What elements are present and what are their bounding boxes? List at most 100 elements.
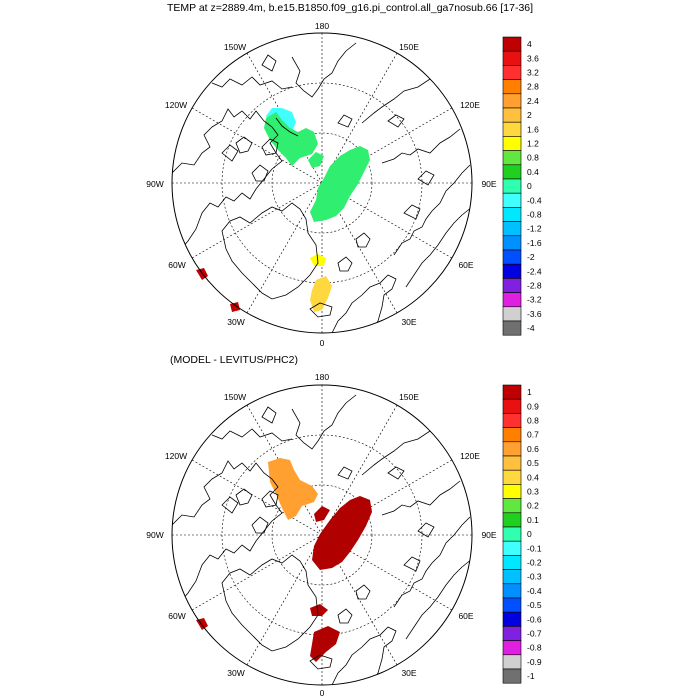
top-colorbar-swatch <box>502 93 522 109</box>
bottom-colorbar-label: -0.7 <box>527 629 542 639</box>
bottom-lon-60w: 60W <box>168 611 185 621</box>
top-colorbar-swatch <box>502 278 522 293</box>
top-colorbar-label: -2 <box>527 252 535 262</box>
bottom-lon-30e: 30E <box>401 668 416 678</box>
bottom-colorbar-label: -0.3 <box>527 572 542 582</box>
top-field-greenland-sea <box>310 276 332 312</box>
bottom-colorbar-label: 0.6 <box>527 444 539 454</box>
top-colorbar-label: -3.2 <box>527 295 542 305</box>
bottom-colorbar-swatch <box>502 569 522 585</box>
top-colorbar-label: -4 <box>527 323 535 333</box>
bottom-colorbar-label: 0.4 <box>527 472 539 482</box>
bottom-colorbar-label: -1 <box>527 671 535 681</box>
bottom-colorbar-swatch <box>502 640 522 656</box>
bottom-lon-120e: 120E <box>460 451 480 461</box>
bottom-lon-0: 0 <box>320 688 325 698</box>
bottom-colorbar-label: 0.9 <box>527 401 539 411</box>
bottom-colorbar-swatch <box>502 597 522 613</box>
top-colorbar-label: -2.8 <box>527 281 542 291</box>
bottom-lon-90w: 90W <box>146 530 163 540</box>
top-colorbar-swatch <box>502 36 522 52</box>
bottom-colorbar-swatch <box>502 455 522 471</box>
bottom-colorbar-swatch <box>502 654 522 670</box>
bottom-colorbar-swatch <box>502 498 522 514</box>
top-colorbar-label: -0.4 <box>527 195 542 205</box>
top-colorbar-label: -0.8 <box>527 210 542 220</box>
bottom-field-eurasian-basin <box>312 496 372 570</box>
top-colorbar-swatch <box>502 249 522 265</box>
top-lon-30w: 30W <box>227 317 244 327</box>
bottom-field-small-red <box>314 506 330 522</box>
bottom-colorbar-swatch <box>502 583 522 599</box>
bottom-colorbar-swatch <box>502 512 522 528</box>
top-colorbar-label: 4 <box>527 39 532 49</box>
bottom-colorbar-label: 0.5 <box>527 458 539 468</box>
bottom-colorbar-label: -0.4 <box>527 586 542 596</box>
top-colorbar-label: 1.6 <box>527 124 539 134</box>
top-map: 180 150E 120E 90E 60E 30E 0 30W 60W 90W … <box>146 21 542 348</box>
top-lon-30e: 30E <box>401 317 416 327</box>
bottom-lon-180: 180 <box>315 372 329 382</box>
top-lon-90w: 90W <box>146 179 163 189</box>
top-colorbar-label: 2.4 <box>527 96 539 106</box>
bottom-map: 180 150E 120E 90E 60E 30E 0 30W 60W 90W … <box>146 372 542 698</box>
top-colorbar-swatch <box>502 292 522 308</box>
bottom-lon-150e: 150E <box>399 392 419 402</box>
top-colorbar-swatch <box>502 192 522 208</box>
bottom-colorbar-swatch <box>502 526 522 542</box>
bottom-colorbar-label: 0.2 <box>527 501 539 511</box>
bottom-colorbar-label: -0.2 <box>527 558 542 568</box>
top-colorbar-label: 2.8 <box>527 82 539 92</box>
bottom-colorbar-label: -0.8 <box>527 643 542 653</box>
top-lon-60w: 60W <box>168 260 185 270</box>
top-colorbar-swatch <box>502 320 522 336</box>
top-colorbar-swatch <box>502 79 522 95</box>
top-map-border <box>171 32 473 334</box>
top-colorbar-swatch <box>502 65 522 80</box>
bottom-colorbar-label: 0.3 <box>527 487 539 497</box>
top-colorbar-swatch <box>502 150 522 166</box>
top-lon-60e: 60E <box>458 260 473 270</box>
top-colorbar-swatch <box>502 50 522 66</box>
bottom-field-canada-basin <box>268 458 318 520</box>
bottom-colorbar-label: 0.1 <box>527 515 539 525</box>
top-lon-150w: 150W <box>224 42 246 52</box>
top-colorbar-swatch <box>502 178 522 194</box>
bottom-colorbar-label: 0 <box>527 529 532 539</box>
top-lon-90e: 90E <box>481 179 496 189</box>
top-colorbar-swatch <box>502 107 522 123</box>
bottom-colorbar-swatch <box>502 611 522 627</box>
top-colorbar-label: 3.6 <box>527 53 539 63</box>
bottom-colorbar-label: -0.9 <box>527 657 542 667</box>
top-colorbar-swatch <box>502 221 522 237</box>
top-field-small-green <box>308 152 324 168</box>
top-colorbar-swatch <box>502 121 522 137</box>
bottom-lon-30w: 30W <box>227 668 244 678</box>
bottom-lon-90e: 90E <box>481 530 496 540</box>
bottom-colorbar-swatch <box>502 384 522 400</box>
bottom-field-fram-strait <box>310 604 328 616</box>
top-colorbar-label: 1.2 <box>527 139 539 149</box>
top-colorbar-swatch <box>502 164 522 180</box>
top-colorbar-swatch <box>502 235 522 251</box>
bottom-lon-60e: 60E <box>458 611 473 621</box>
top-lon-180: 180 <box>315 21 329 31</box>
top-colorbar-label: -1.6 <box>527 238 542 248</box>
bottom-colorbar-label: 0.8 <box>527 416 539 426</box>
bottom-colorbar-label: 1 <box>527 387 532 397</box>
bottom-colorbar-swatch <box>502 626 522 641</box>
bottom-lon-120w: 120W <box>165 451 187 461</box>
top-lon-0: 0 <box>320 338 325 348</box>
bottom-colorbar-swatch <box>502 469 522 485</box>
top-colorbar-label: 0 <box>527 181 532 191</box>
bottom-colorbar-label: -0.1 <box>527 543 542 553</box>
bottom-colorbar-swatch <box>502 427 522 443</box>
figure-title: TEMP at z=2889.4m, b.e15.B1850.f09_g16.p… <box>166 2 534 14</box>
bottom-map-border <box>171 384 473 686</box>
bottom-colorbar-label: -0.5 <box>527 600 542 610</box>
top-colorbar: 4 3.6 3.2 2.8 2.4 2 1.6 1.2 0.8 0.4 0 -0.4 -0.8 -1.2 -… <box>502 36 542 336</box>
bottom-colorbar-swatch <box>502 413 522 428</box>
top-colorbar-swatch <box>502 207 522 222</box>
bottom-colorbar-swatch <box>502 441 522 457</box>
